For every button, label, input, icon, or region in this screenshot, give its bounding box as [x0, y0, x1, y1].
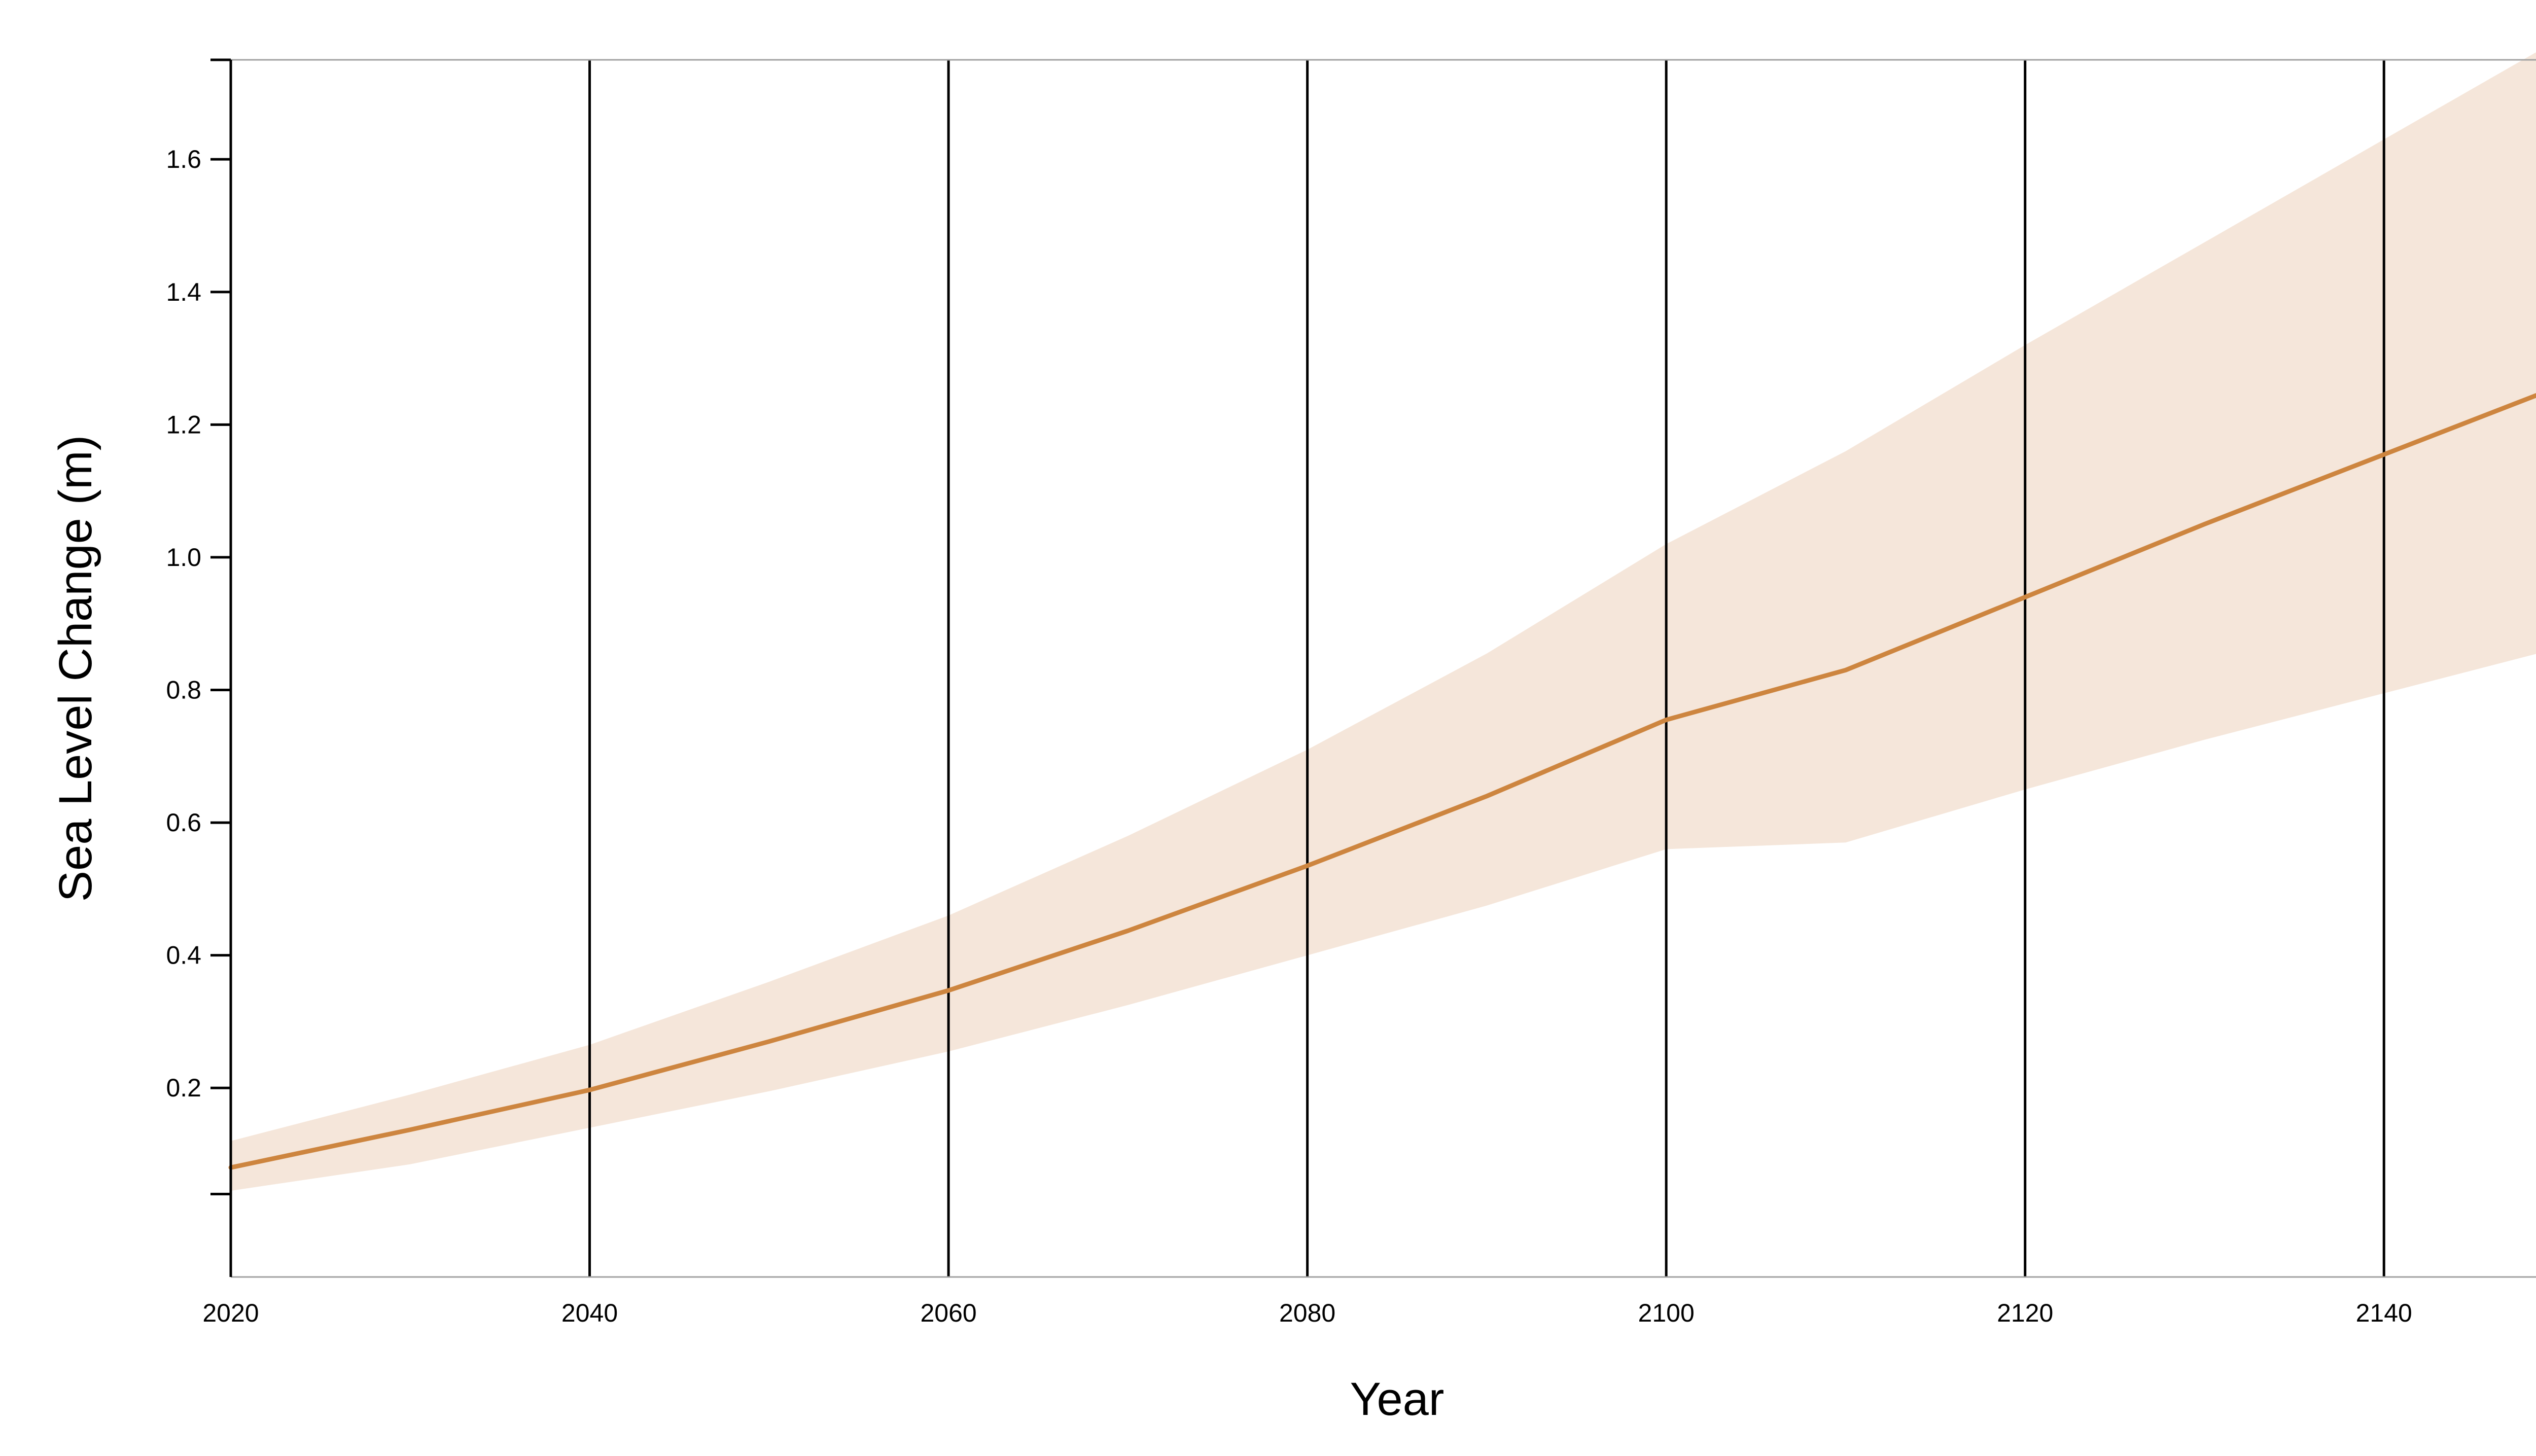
x-tick-label: 2080 [1279, 1299, 1335, 1327]
x-tick-label: 2100 [1638, 1299, 1695, 1327]
y-tick-label: 0.4 [166, 941, 201, 970]
y-axis-ticks: 0.2 0.4 0.6 0.8 1.0 1.2 1.4 1.6 [166, 58, 231, 1196]
x-axis-ticks: 2020 2040 2060 2080 2100 2120 2140 [202, 1299, 2412, 1327]
y-tick-label: 0.8 [166, 676, 201, 704]
uncertainty-band-layer [231, 52, 2536, 1191]
x-tick-label: 2060 [920, 1299, 976, 1327]
x-tick-label: 2120 [1997, 1299, 2053, 1327]
uncertainty-band-0 [231, 52, 2536, 1191]
x-axis-title: Year [1350, 1373, 1445, 1425]
series-line-layer [228, 393, 2536, 1170]
x-tick-label: 2040 [561, 1299, 618, 1327]
y-tick-label: 1.6 [166, 145, 201, 173]
y-tick-label: 0.6 [166, 808, 201, 837]
plot-frame [229, 59, 2536, 1278]
y-tick-label: 0.2 [166, 1074, 201, 1102]
y-tick-label: 1.4 [166, 278, 201, 306]
y-tick-label: 1.0 [166, 543, 201, 572]
y-axis-title: Sea Level Change (m) [50, 435, 101, 902]
y-tick-label: 1.2 [166, 410, 201, 439]
x-tick-label: 2140 [2356, 1299, 2412, 1327]
series-line-0 [228, 393, 2536, 1170]
x-gridlines [229, 60, 2385, 1277]
x-tick-label: 2020 [202, 1299, 259, 1327]
